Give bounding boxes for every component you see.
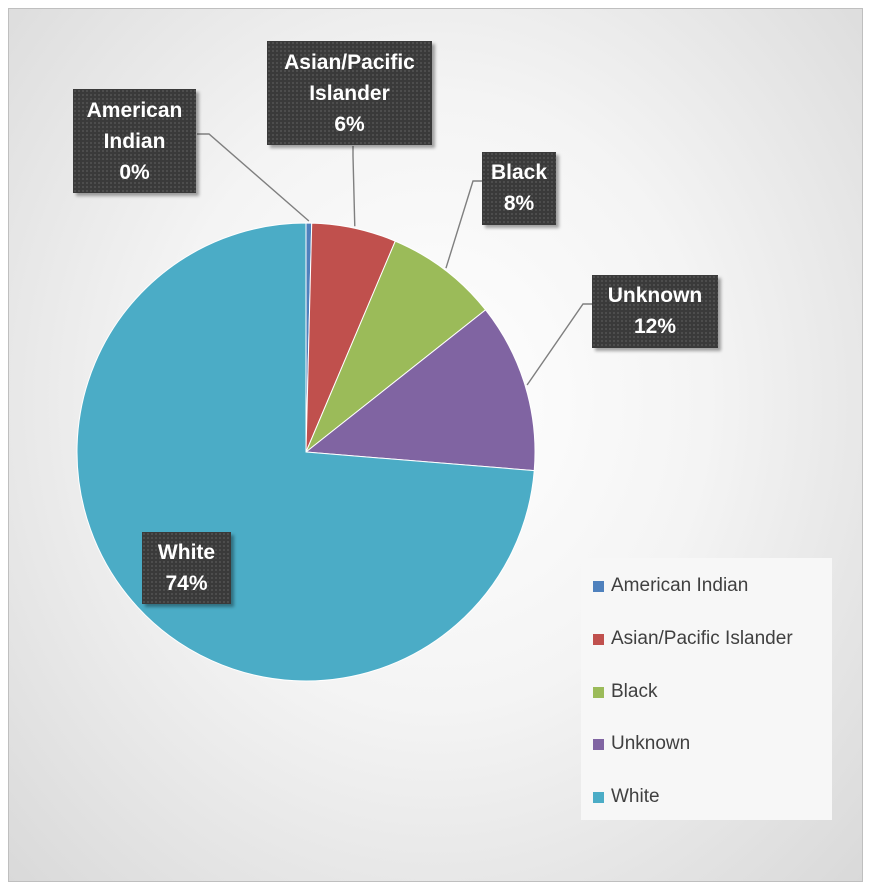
legend-label: White — [611, 786, 660, 807]
data-label-white: White 74% — [142, 532, 231, 604]
data-label-black: Black 8% — [482, 152, 556, 225]
data-label-line: White — [157, 541, 216, 564]
data-label-line: 8% — [503, 192, 535, 215]
leader-line-unknown — [526, 303, 593, 386]
leader-line-black — [445, 180, 483, 269]
chart-area: American Indian 0% Asian/Pacific Islande… — [8, 8, 863, 882]
legend-swatch — [593, 738, 604, 750]
legend-swatch — [593, 633, 604, 645]
data-label-unknown: Unknown 12% — [592, 275, 718, 348]
chart-legend: American Indian Asian/Pacific Islander B… — [581, 558, 832, 820]
data-label-line: Black — [490, 161, 548, 184]
data-label-line: 0% — [119, 161, 150, 184]
data-label-line: 6% — [334, 113, 365, 136]
legend-item-american-indian: American Indian — [593, 574, 748, 598]
data-label-line: Indian — [103, 130, 166, 153]
legend-swatch — [593, 686, 604, 698]
data-label-line: 74% — [165, 572, 208, 595]
pie-slice-unknown — [304, 309, 536, 472]
data-label-line: Unknown — [607, 284, 703, 307]
legend-label: Asian/Pacific Islander — [611, 628, 793, 649]
legend-item-black: Black — [593, 680, 657, 704]
data-label-line: Islander — [309, 82, 390, 105]
leader-line-asian-pacific-islander — [352, 146, 356, 227]
legend-label: American Indian — [611, 575, 749, 596]
legend-swatch — [593, 580, 604, 592]
pie-slice-black — [305, 240, 487, 453]
legend-swatch — [593, 791, 604, 803]
data-label-line: American — [86, 99, 183, 122]
legend-item-white: White — [593, 785, 660, 809]
data-label-line: 12% — [633, 315, 677, 338]
legend-label: Black — [611, 681, 658, 702]
legend-item-unknown: Unknown — [593, 732, 690, 756]
legend-label: Unknown — [611, 733, 691, 754]
data-label-american-indian: American Indian 0% — [73, 89, 196, 193]
data-label-line: Asian/Pacific — [284, 51, 415, 74]
leader-line-american-indian — [197, 133, 310, 222]
data-label-asian-pacific-islander: Asian/Pacific Islander 6% — [267, 41, 432, 145]
legend-item-asian-pacific-islander: Asian/Pacific Islander — [593, 627, 793, 651]
